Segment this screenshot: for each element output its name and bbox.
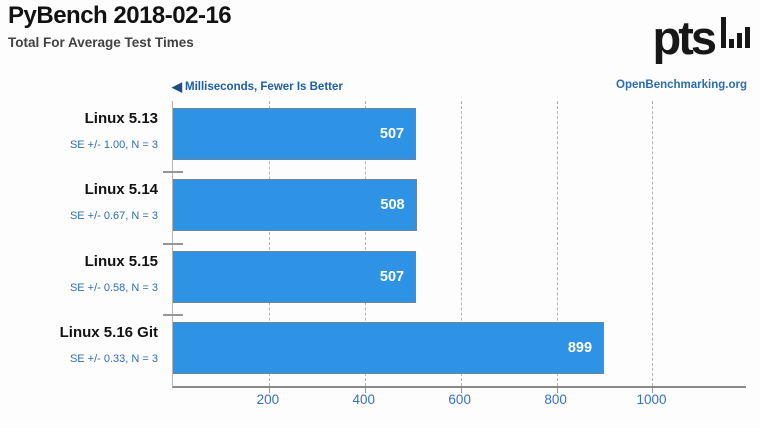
category-standard-error: SE +/- 1.00, N = 3 (69, 139, 158, 151)
x-axis-tick-label-200: 200 (256, 392, 280, 407)
row-separator-tick (163, 313, 183, 316)
category-label-block: Linux 5.16 Git SE +/- 0.33, N = 3 (0, 315, 164, 386)
pts-logo-text: pts (652, 11, 717, 65)
bar-value-label: 507 (379, 268, 405, 285)
bar-linux-5-14: 508 (173, 179, 417, 232)
row-separator-tick (163, 171, 183, 174)
gridline-1000 (652, 101, 654, 386)
category-name: Linux 5.13 (84, 110, 158, 127)
x-axis-tick-label-800: 800 (544, 392, 567, 407)
gridline-600 (460, 101, 462, 386)
bar-linux-5-16-git: 899 (173, 321, 605, 374)
bar-row: 899 (173, 315, 746, 386)
bar-value-label: 508 (380, 197, 405, 214)
category-standard-error: SE +/- 0.33, N = 3 (69, 352, 158, 365)
x-axis-tick-labels: 200 400 600 800 1000 (172, 392, 745, 410)
x-axis-tick-label-400: 400 (352, 392, 376, 407)
category-name: Linux 5.15 (84, 252, 158, 270)
category-label-block: Linux 5.14 SE +/- 0.67, N = 3 (0, 172, 164, 243)
chart-legend-label: Milliseconds, Fewer Is Better (185, 81, 343, 93)
category-name: Linux 5.14 (84, 181, 158, 199)
page-title: PyBench 2018-02-16 (8, 2, 232, 29)
category-labels: Linux 5.13 SE +/- 1.00, N = 3 Linux 5.14 SE… (0, 101, 164, 386)
x-axis-tick-800 (556, 388, 558, 393)
category-standard-error: SE +/- 0.67, N = 3 (69, 210, 158, 223)
x-axis-tick-label-600: 600 (448, 392, 471, 407)
category-label-block: Linux 5.15 SE +/- 0.58, N = 3 (0, 244, 164, 315)
chart-legend: ◀ Milliseconds, Fewer Is Better (172, 79, 343, 95)
x-axis-tick-400 (364, 388, 366, 393)
bar-row: 507 (173, 101, 746, 172)
gridline-200 (268, 101, 270, 386)
category-name: Linux 5.16 Git (59, 323, 158, 341)
pts-logo: pts (652, 4, 750, 65)
gridline-800 (556, 101, 558, 386)
openbenchmarking-link: OpenBenchmarking.org (616, 79, 747, 91)
plot-area: 507 508 507 899 (163, 101, 746, 393)
bar-value-label: 507 (379, 126, 405, 142)
row-separator-tick (163, 242, 183, 245)
fewer-is-better-arrow-icon: ◀ (172, 79, 182, 94)
category-standard-error: SE +/- 0.58, N = 3 (69, 281, 158, 294)
bar-linux-5-13: 507 (173, 108, 417, 160)
x-axis-tick-label-1000: 1000 (636, 392, 667, 407)
bar-row: 507 (173, 244, 746, 315)
gridline-400 (364, 101, 366, 386)
x-axis-tick-600 (460, 388, 462, 393)
x-axis-tick-200 (268, 388, 270, 393)
page-subtitle: Total For Average Test Times (8, 35, 194, 50)
bar-value-label: 899 (567, 339, 593, 356)
x-axis-tick-1000 (652, 388, 654, 393)
bar-row: 508 (173, 172, 746, 243)
pts-logo-bars-icon (718, 17, 750, 48)
bar-linux-5-15: 507 (173, 250, 417, 303)
category-label-block: Linux 5.13 SE +/- 1.00, N = 3 (0, 101, 164, 172)
